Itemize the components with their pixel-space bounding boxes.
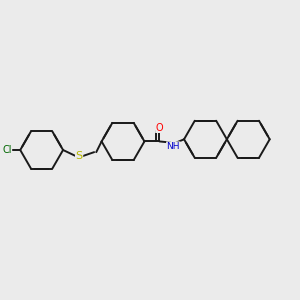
Text: S: S: [76, 152, 83, 161]
Text: O: O: [156, 122, 163, 133]
Text: Cl: Cl: [2, 145, 12, 155]
Text: NH: NH: [167, 142, 180, 151]
